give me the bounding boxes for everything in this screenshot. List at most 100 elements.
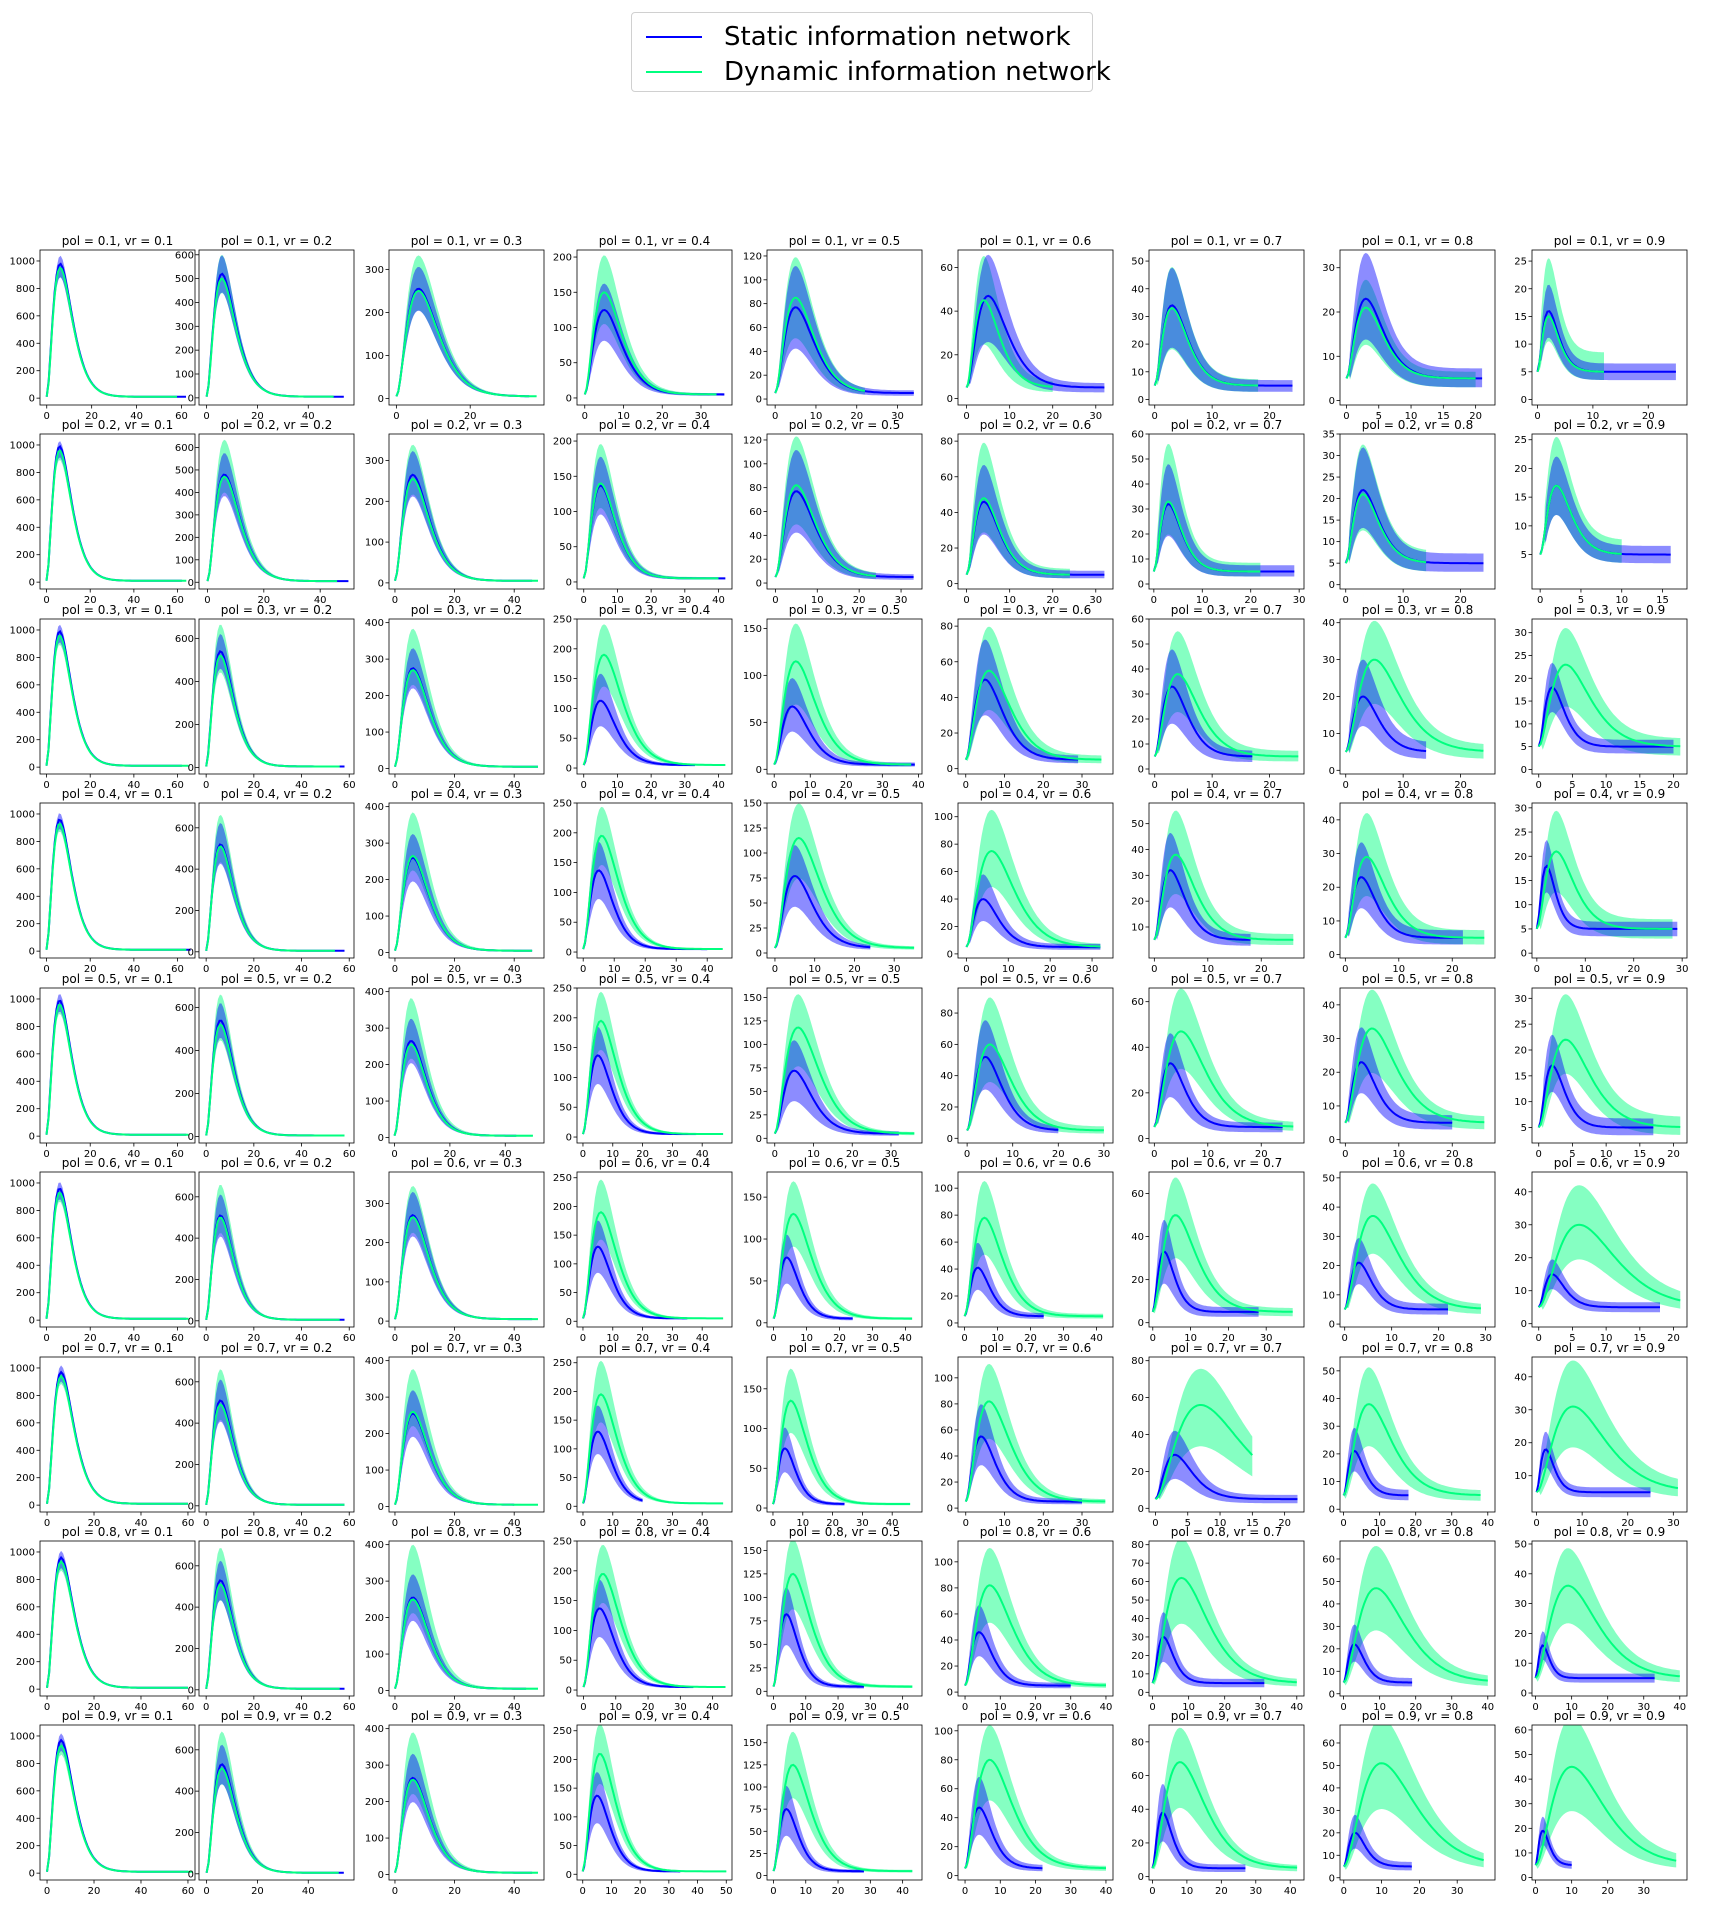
panel-r4-c8: pol = 0.4, vr = 0.8 0 10 20 0 10 20 30 40 [1322, 787, 1496, 975]
x-tick-label: 20 [448, 964, 461, 975]
x-tick-label: 10 [1565, 1886, 1578, 1897]
axes-frame [198, 618, 355, 775]
dynamic-band [967, 997, 1104, 1134]
panel-title: pol = 0.3, vr = 0.7 [1171, 603, 1283, 617]
dynamic-line [1537, 663, 1681, 748]
dynamic-line [394, 1216, 538, 1321]
plot-area [1537, 628, 1681, 756]
dynamic-line [45, 822, 187, 951]
panel-r2-c2: pol = 0.2, vr = 0.20 20 400100200300400500… [175, 418, 355, 606]
x-tick-label: 10 [608, 964, 621, 975]
dynamic-line [394, 1598, 538, 1690]
x-tick-label: 0 [203, 411, 209, 422]
x-tick-label: 20 [850, 411, 863, 422]
x-tick-label: 0 [203, 964, 209, 975]
x-tick-label: 10 [1214, 1518, 1227, 1529]
y-tick-label: 200 [175, 1089, 194, 1100]
y-tick-label: 0 [756, 1318, 762, 1329]
y-tick-label: 0 [947, 1134, 953, 1145]
panel-title: pol = 0.9, vr = 0.9 [1554, 1709, 1666, 1723]
static-band [47, 1365, 188, 1504]
y-tick-label: 60 [749, 507, 762, 518]
x-tick-label: 0 [392, 1518, 398, 1529]
x-tick-label: 60 [182, 1518, 195, 1529]
y-tick-label: 25 [749, 1849, 762, 1860]
y-tick-label: 80 [940, 1583, 953, 1594]
y-tick-label: 0 [756, 1687, 762, 1698]
dynamic-band [46, 262, 178, 397]
dynamic-line [1155, 1404, 1254, 1501]
x-tick-label: 0 [203, 1702, 209, 1713]
x-tick-label: 20 [1446, 964, 1459, 975]
legend-item-dynamic: Dynamic information network [646, 54, 1111, 90]
panel-title: pol = 0.1, vr = 0.5 [789, 234, 901, 248]
panel-title: pol = 0.7, vr = 0.8 [1362, 1341, 1474, 1355]
axes-frame [388, 1356, 545, 1513]
y-tick-label: 100 [365, 1277, 384, 1288]
panel-title: pol = 0.1, vr = 0.2 [221, 234, 333, 248]
y-tick-label: 20 [1322, 494, 1335, 505]
static-band [583, 1579, 694, 1689]
axes-frame [1531, 618, 1688, 775]
dynamic-line [45, 1004, 189, 1136]
static-line [1534, 1829, 1572, 1866]
panel-title: pol = 0.4, vr = 0.8 [1362, 787, 1474, 801]
dynamic-band [1537, 258, 1604, 380]
panel-title: pol = 0.3, vr = 0.6 [980, 603, 1092, 617]
static-band [583, 673, 695, 767]
y-tick-label: 40 [940, 508, 953, 519]
x-tick-label: 40 [295, 1149, 308, 1160]
axes-frame [576, 802, 733, 959]
x-tick-label: 40 [912, 780, 925, 791]
static-band [1343, 1814, 1412, 1871]
panel-r8-c6: pol = 0.8, vr = 0.6 0 10 20 30 40 0 20 40 60 80 100 [934, 1525, 1114, 1713]
x-tick-label: 0 [203, 1518, 209, 1529]
static-band [206, 1560, 345, 1689]
y-tick-label: 10 [1322, 352, 1335, 363]
x-tick-label: 5 [1376, 411, 1382, 422]
x-tick-label: 40 [896, 1702, 909, 1713]
y-tick-label: 0 [29, 578, 35, 589]
axes-frame [388, 802, 545, 959]
y-tick-label: 10 [1514, 1659, 1527, 1670]
panel-title: pol = 0.8, vr = 0.5 [789, 1525, 901, 1539]
y-tick-label: 200 [553, 253, 572, 264]
y-tick-label: 100 [743, 1783, 762, 1794]
y-tick-label: 0 [947, 1318, 953, 1329]
y-tick-label: 20 [1514, 1046, 1527, 1057]
y-tick-label: 400 [16, 523, 35, 534]
panel-r2-c5: pol = 0.2, vr = 0.5 0 10 20 30 0 20 40 60 80 100 12… [743, 418, 923, 606]
y-tick-label: 0 [756, 1134, 762, 1145]
x-tick-label: 15 [1437, 411, 1450, 422]
axes-frame [1339, 433, 1496, 590]
panel-r4-c4: pol = 0.4, vr = 0.4 0 10 20 30 40 0 50 100 150 200… [553, 787, 733, 975]
y-tick-label: 100 [743, 671, 762, 682]
axes-frame [39, 1540, 196, 1697]
panel-title: pol = 0.9, vr = 0.2 [221, 1709, 333, 1723]
axes-frame [39, 1171, 196, 1328]
y-tick-label: 0 [947, 764, 953, 775]
y-tick-label: 30 [1131, 690, 1144, 701]
axes-frame [39, 1724, 196, 1881]
y-tick-label: 10 [1514, 521, 1527, 532]
panel-r5-c1: pol = 0.5, vr = 0.10 20 40 6002004006008001… [10, 972, 196, 1160]
y-tick-label: 300 [365, 265, 384, 276]
y-tick-label: 0 [1138, 1872, 1144, 1883]
x-tick-label: 30 [1479, 1333, 1492, 1344]
panel-r1-c5: pol = 0.1, vr = 0.5 0 10 20 30 0 20 40 60 80 100 12… [743, 234, 923, 422]
y-tick-label: 200 [553, 1755, 572, 1766]
axes-frame [198, 433, 355, 590]
y-tick-label: 0 [947, 1871, 953, 1882]
plot-area [205, 814, 345, 952]
static-line [1154, 1453, 1298, 1501]
panel-title: pol = 0.9, vr = 0.1 [62, 1709, 174, 1723]
y-tick-label: 75 [749, 1063, 762, 1074]
dynamic-band [773, 1181, 913, 1320]
x-tick-label: 10 [1600, 780, 1613, 791]
y-tick-label: 0 [756, 579, 762, 590]
x-tick-label: 20 [1446, 1149, 1459, 1160]
x-tick-label: 40 [295, 964, 308, 975]
x-tick-label: 10 [606, 1518, 619, 1529]
dynamic-line [46, 1744, 193, 1873]
